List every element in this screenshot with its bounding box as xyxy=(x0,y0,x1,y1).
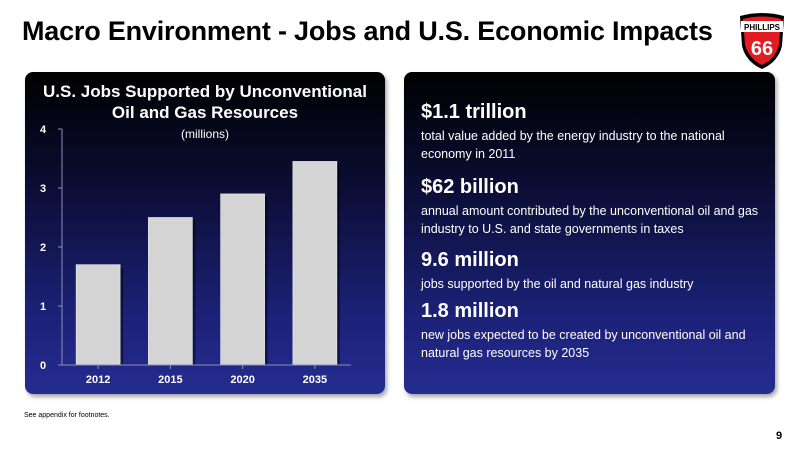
y-tick-label: 0 xyxy=(40,360,46,372)
fact-value: $1.1 trillion xyxy=(421,101,527,123)
fact-description: annual amount contributed by the unconve… xyxy=(421,204,759,236)
x-tick-label: 2012 xyxy=(86,374,110,386)
bar-2035 xyxy=(292,161,338,366)
fact-item: $62 billion annual amount contributed by… xyxy=(421,175,761,238)
y-tick-label: 3 xyxy=(40,183,46,195)
fact-item: 9.6 million jobs supported by the oil an… xyxy=(421,248,761,293)
fact-item: 1.8 million new jobs expected to be crea… xyxy=(421,299,761,362)
fact-description: total value added by the energy industry… xyxy=(421,129,725,161)
y-tick-label: 1 xyxy=(40,301,46,313)
x-tick-label: 2035 xyxy=(303,374,327,386)
chart-title-line-1: U.S. Jobs Supported by Unconventional xyxy=(43,82,367,101)
fact-item: $1.1 trillion total value added by the e… xyxy=(421,100,761,163)
bar-chart: 0 1 2 3 4 2012 2015 2020 2035 xyxy=(40,124,351,386)
logo-number: 66 xyxy=(751,38,773,60)
x-tick-label: 2020 xyxy=(230,374,254,386)
slide-title: Macro Environment - Jobs and U.S. Econom… xyxy=(22,16,713,46)
page-number: 9 xyxy=(776,430,783,442)
bar-2012 xyxy=(75,264,121,366)
y-tick-label: 2 xyxy=(40,242,46,254)
footnote: See appendix for footnotes. xyxy=(24,412,110,419)
fact-description: new jobs expected to be created by uncon… xyxy=(421,328,746,360)
chart-title-line-2: Oil and Gas Resources xyxy=(111,103,299,122)
phillips-66-logo: PHILLIPS 66 xyxy=(740,13,784,69)
chart-subtitle: (millions) xyxy=(181,127,229,141)
jobs-chart-panel: U.S. Jobs Supported by Unconventional Oi… xyxy=(25,72,385,394)
y-tick-label: 4 xyxy=(40,124,47,136)
logo-text: PHILLIPS xyxy=(744,23,781,32)
economic-facts-panel: $1.1 trillion total value added by the e… xyxy=(404,72,775,394)
fact-description: jobs supported by the oil and natural ga… xyxy=(421,277,694,291)
x-tick-label: 2015 xyxy=(158,374,182,386)
bar-2020 xyxy=(220,193,265,366)
chart-title: U.S. Jobs Supported by Unconventional Oi… xyxy=(25,81,385,123)
fact-value: 1.8 million xyxy=(421,300,519,322)
fact-value: 9.6 million xyxy=(421,249,519,271)
fact-value: $62 billion xyxy=(421,176,519,198)
bar-2015 xyxy=(148,217,193,366)
